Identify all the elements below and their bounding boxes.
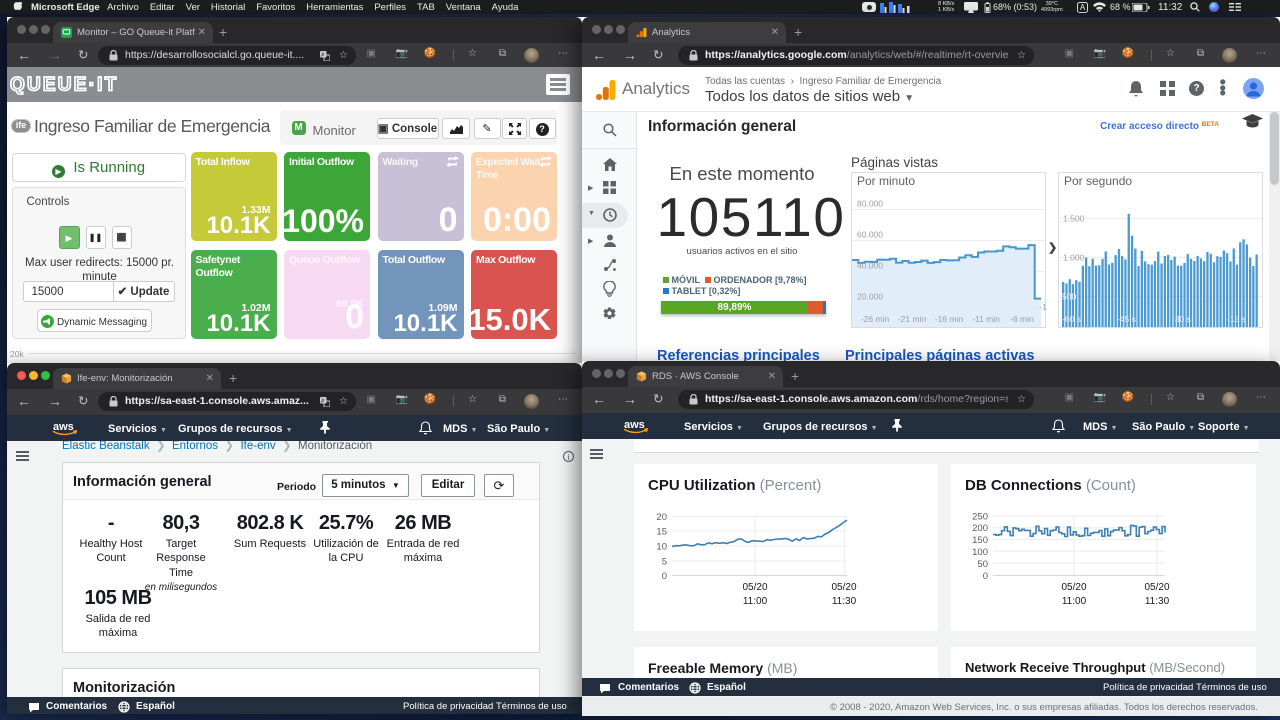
svg-text:05/20: 05/20 [742, 582, 767, 593]
svg-text:250: 250 [972, 512, 988, 523]
svg-text:0: 0 [983, 571, 988, 582]
svg-text:500: 500 [1062, 292, 1076, 302]
svg-text:11:30: 11:30 [832, 596, 857, 607]
svg-text:05/20: 05/20 [831, 582, 856, 593]
svg-text:0: 0 [662, 571, 667, 582]
svg-text:05/20: 05/20 [1144, 582, 1169, 593]
svg-text:10: 10 [656, 542, 667, 553]
svg-text:aws: aws [624, 419, 645, 431]
svg-text:20.000: 20.000 [857, 292, 883, 302]
svg-text:15: 15 [656, 527, 667, 538]
svg-text:-15 s: -15 s [1227, 314, 1246, 324]
svg-text:-30 s: -30 s [1172, 314, 1191, 324]
svg-text:05/20: 05/20 [1061, 582, 1086, 593]
svg-text:QUEUE·IT: QUEUE·IT [10, 75, 118, 96]
svg-text:80.000: 80.000 [857, 199, 883, 209]
svg-text:150: 150 [972, 535, 988, 546]
svg-text:40.000: 40.000 [857, 261, 883, 271]
svg-text:-21 min: -21 min [898, 314, 927, 324]
svg-text:-6 min: -6 min [1010, 314, 1034, 324]
svg-text:A: A [321, 52, 325, 58]
svg-text:-26 min: -26 min [861, 314, 890, 324]
svg-text:1.500: 1.500 [1063, 214, 1085, 224]
svg-text:11:00: 11:00 [743, 596, 768, 607]
svg-text:Por minuto: Por minuto [857, 174, 915, 188]
svg-text:Por segundo: Por segundo [1064, 174, 1132, 188]
svg-text:-1: -1 [1039, 302, 1047, 312]
svg-text:60.000: 60.000 [857, 230, 883, 240]
svg-text:-45 s: -45 s [1117, 314, 1136, 324]
svg-text:-11 min: -11 min [972, 314, 1000, 324]
svg-text:50: 50 [977, 559, 988, 570]
svg-text:5: 5 [662, 557, 667, 568]
svg-text:11:30: 11:30 [1145, 596, 1170, 607]
svg-text:200: 200 [972, 523, 988, 534]
svg-text:20: 20 [656, 512, 667, 523]
svg-text:1.000: 1.000 [1063, 253, 1085, 263]
svg-text:-60 s: -60 s [1062, 314, 1081, 324]
svg-text:aws: aws [53, 421, 74, 433]
svg-text:-16 min: -16 min [935, 314, 964, 324]
svg-text:100: 100 [972, 547, 988, 558]
svg-text:11:00: 11:00 [1062, 596, 1087, 607]
svg-text:A: A [321, 398, 325, 404]
